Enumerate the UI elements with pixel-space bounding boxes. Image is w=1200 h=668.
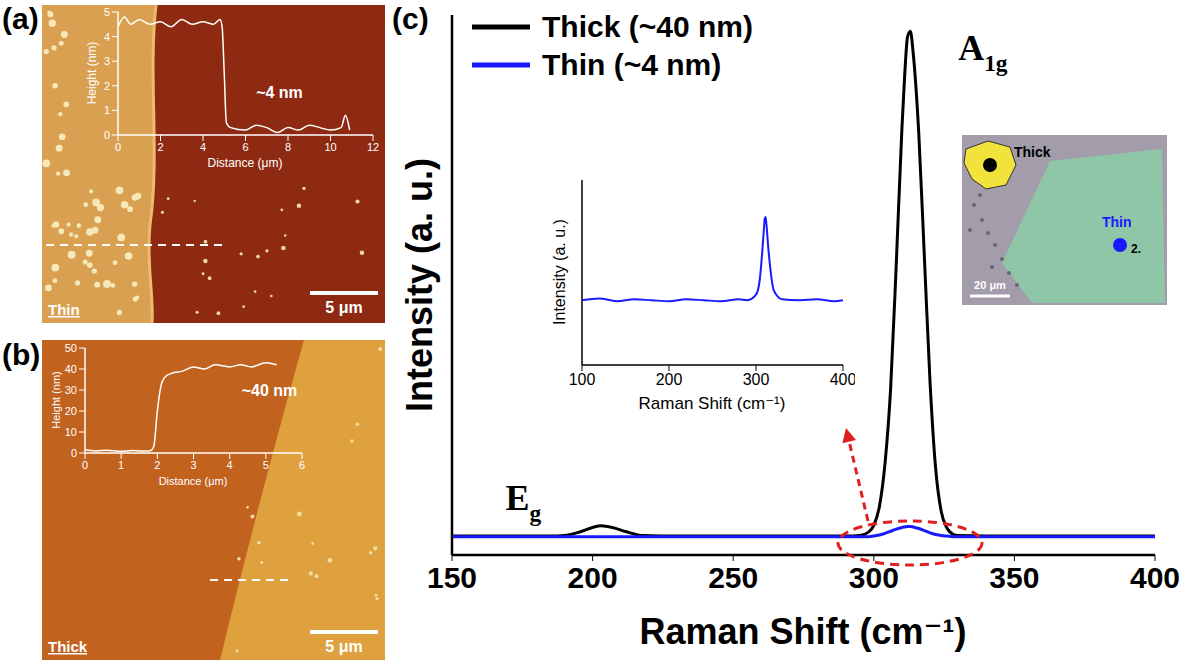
- svg-text:50: 50: [65, 342, 77, 354]
- svg-text:2.: 2.: [1131, 242, 1141, 256]
- svg-text:1: 1: [118, 459, 124, 471]
- svg-text:Eg: Eg: [505, 478, 541, 526]
- svg-text:Thin: Thin: [48, 301, 80, 318]
- svg-text:150: 150: [427, 561, 477, 594]
- svg-text:20: 20: [65, 405, 77, 417]
- svg-text:6: 6: [299, 459, 305, 471]
- html-text:(a): (a): [2, 2, 39, 35]
- svg-text:200: 200: [568, 561, 618, 594]
- svg-text:A1g: A1g: [958, 28, 1008, 76]
- svg-text:0: 0: [71, 447, 77, 459]
- svg-text:Thick: Thick: [48, 638, 88, 655]
- svg-text:~4 nm: ~4 nm: [256, 84, 303, 101]
- svg-text:300: 300: [849, 561, 899, 594]
- svg-text:20 μm: 20 μm: [974, 279, 1006, 291]
- html-text:Raman Shift (cm⁻¹): Raman Shift (cm⁻¹): [638, 393, 786, 413]
- svg-text:0: 0: [115, 141, 121, 153]
- html-text:Intensity (a. u.): Intensity (a. u.): [551, 219, 568, 325]
- svg-text:3: 3: [190, 459, 196, 471]
- html-text:Thin (~4 nm): Thin (~4 nm): [542, 48, 722, 81]
- html-text:Raman Shift (cm⁻¹): Raman Shift (cm⁻¹): [639, 611, 967, 652]
- svg-text:0: 0: [104, 129, 110, 141]
- svg-text:400: 400: [830, 371, 855, 388]
- svg-text:5: 5: [263, 459, 269, 471]
- svg-text:~40 nm: ~40 nm: [242, 382, 298, 399]
- svg-text:4: 4: [227, 459, 233, 471]
- svg-text:4: 4: [200, 141, 206, 153]
- svg-text:2: 2: [154, 459, 160, 471]
- svg-text:30: 30: [65, 384, 77, 396]
- svg-text:Thin: Thin: [1102, 214, 1132, 230]
- svg-text:100: 100: [569, 371, 596, 388]
- svg-text:4: 4: [104, 31, 110, 43]
- html-text:(b): (b): [2, 338, 41, 371]
- html-text:Height (nm): Height (nm): [85, 41, 99, 105]
- html-text:Intensity (a. u.): Intensity (a. u.): [399, 158, 440, 412]
- svg-text:12: 12: [367, 141, 379, 153]
- svg-text:6: 6: [242, 141, 248, 153]
- svg-text:3: 3: [104, 55, 110, 67]
- svg-text:350: 350: [989, 561, 1039, 594]
- svg-text:2: 2: [157, 141, 163, 153]
- svg-text:5 μm: 5 μm: [325, 299, 362, 316]
- svg-text:Thick: Thick: [1014, 144, 1051, 160]
- html-text:Thick (~40 nm): Thick (~40 nm): [542, 10, 753, 43]
- svg-text:0: 0: [82, 459, 88, 471]
- svg-text:250: 250: [708, 561, 758, 594]
- html-text:Distance (μm): Distance (μm): [207, 156, 283, 170]
- svg-text:8: 8: [285, 141, 291, 153]
- html-text:(c): (c): [392, 2, 429, 35]
- svg-text:400: 400: [1130, 561, 1180, 594]
- svg-text:10: 10: [65, 426, 77, 438]
- svg-text:5 μm: 5 μm: [325, 638, 362, 655]
- svg-text:40: 40: [65, 363, 77, 375]
- svg-text:200: 200: [656, 371, 683, 388]
- svg-text:5: 5: [104, 6, 110, 18]
- svg-text:10: 10: [324, 141, 336, 153]
- svg-text:1: 1: [104, 104, 110, 116]
- svg-text:300: 300: [743, 371, 770, 388]
- html-text:Height (nm): Height (nm): [49, 371, 62, 429]
- html-text:Distance (μm): Distance (μm): [158, 474, 228, 487]
- svg-text:2: 2: [104, 80, 110, 92]
